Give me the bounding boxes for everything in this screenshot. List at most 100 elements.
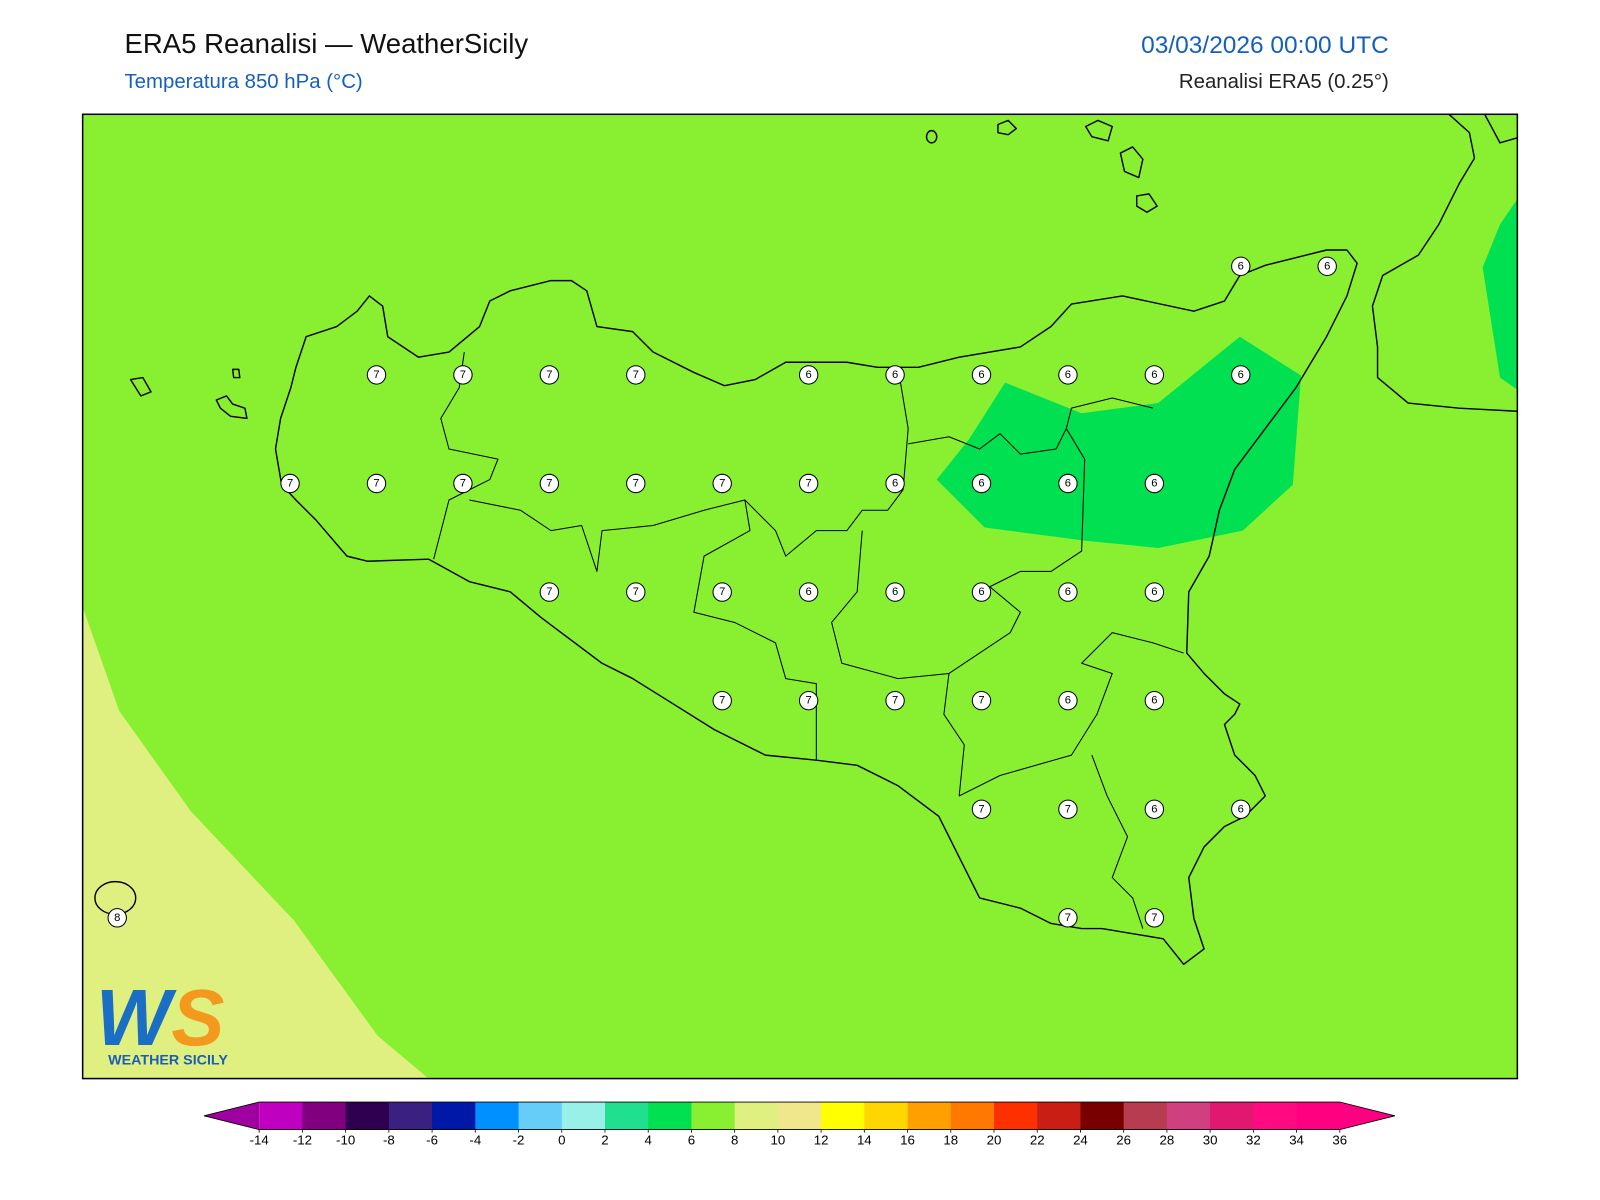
colorbar-tick-label: 20 (987, 1132, 1002, 1147)
station-marker (971, 799, 992, 819)
station-value: 7 (978, 695, 984, 707)
colorbar-box (1037, 1102, 1081, 1130)
station-value: 6 (978, 586, 984, 598)
station-value: 7 (633, 477, 639, 489)
station-marker (366, 365, 387, 385)
sicily-coast (274, 249, 1358, 965)
colorbar-box (907, 1102, 952, 1130)
colorbar-tick-label: 4 (645, 1132, 652, 1147)
colorbar-tick-label: 30 (1203, 1132, 1218, 1147)
colorbar-tick-label: 16 (900, 1132, 915, 1147)
colorbar-tick-label: 32 (1246, 1132, 1261, 1147)
station-value: 6 (978, 369, 984, 381)
province-border (943, 632, 1184, 797)
station-value: 6 (1065, 477, 1071, 489)
station-marker (1317, 256, 1337, 277)
station-value: 7 (806, 477, 812, 489)
station-value: 6 (1238, 803, 1244, 815)
station-value: 7 (460, 477, 466, 489)
colorbar-box (432, 1102, 476, 1130)
colorbar-box (864, 1102, 909, 1130)
station-value: 7 (633, 586, 639, 598)
province-border (908, 428, 1067, 455)
station-value: 7 (373, 369, 379, 381)
map-frame (81, 113, 1519, 1080)
colorbar-box (604, 1102, 649, 1130)
station-value: 6 (892, 477, 898, 489)
station-value: 8 (114, 912, 120, 924)
station-value: 6 (1151, 803, 1157, 815)
station-marker (1144, 582, 1165, 602)
station-value: 7 (719, 695, 725, 707)
station-marker (539, 582, 560, 602)
station-value: 6 (978, 477, 984, 489)
station-marker (798, 690, 819, 711)
colorbar-tick-label: 22 (1030, 1132, 1045, 1147)
colorbar-box (388, 1102, 433, 1130)
colorbar-under (204, 1102, 260, 1130)
colorbar-box (561, 1102, 606, 1130)
station-marker (539, 473, 560, 494)
colorbar-tick-label: -2 (513, 1132, 525, 1147)
station-value: 6 (1151, 477, 1157, 489)
source: Reanalisi ERA5 (0.25°) (1179, 71, 1389, 93)
station-marker (1231, 799, 1251, 819)
colorbar-tick-label: -6 (426, 1132, 438, 1147)
station-marker (1058, 582, 1078, 602)
station-marker (1058, 799, 1078, 819)
station-value: 6 (1151, 695, 1157, 707)
colorbar-tick-label: 36 (1332, 1132, 1347, 1147)
field-8-10 (82, 607, 429, 1079)
province-border (693, 499, 817, 761)
colorbar-box (1296, 1102, 1341, 1130)
station-marker (1144, 908, 1165, 928)
station-marker (366, 473, 387, 494)
colorbar-tick-label: -10 (336, 1132, 355, 1147)
colorbar-tick-label: 6 (688, 1132, 695, 1147)
station-marker (453, 473, 473, 494)
station-value: 6 (892, 586, 898, 598)
field-4-6 (936, 336, 1302, 548)
station-value: 7 (373, 477, 379, 489)
station-marker (280, 473, 300, 494)
station-value: 6 (1151, 586, 1157, 598)
colorbar-tick-label: 2 (601, 1132, 608, 1147)
station-marker (885, 690, 905, 711)
colorbar-box (1080, 1102, 1125, 1130)
station-value: 7 (892, 695, 898, 707)
calabria-coast (1484, 114, 1518, 144)
field-4-6 (1482, 198, 1518, 390)
station-value: 6 (1238, 260, 1244, 272)
station-marker (1144, 799, 1165, 819)
colorbar-box (1253, 1102, 1298, 1130)
colorbar-tick-label: 18 (943, 1132, 958, 1147)
colorbar-tick-label: -4 (469, 1132, 481, 1147)
station-value: 7 (633, 369, 639, 381)
valid-time: 03/03/2026 00:00 UTC (1141, 32, 1389, 59)
colorbar-tick-label: 26 (1116, 1132, 1131, 1147)
station-marker (712, 473, 732, 494)
colorbar-box (777, 1102, 822, 1130)
station-marker (626, 473, 646, 494)
station-marker (971, 365, 992, 385)
station-marker (971, 473, 992, 494)
colorbar-tick-label: 8 (731, 1132, 738, 1147)
colorbar-box (1166, 1102, 1211, 1130)
subtitle: Temperatura 850 hPa (°C) (124, 71, 362, 93)
station-marker (885, 582, 905, 602)
colorbar-box (821, 1102, 865, 1130)
colorbar-tick-label: -8 (383, 1132, 395, 1147)
station-value: 6 (1238, 369, 1244, 381)
station-value: 6 (1324, 260, 1330, 272)
colorbar-box (518, 1102, 563, 1130)
colorbar-over (1339, 1102, 1395, 1130)
station-value: 7 (719, 586, 725, 598)
colorbar-box (302, 1102, 347, 1130)
map: 6 6 7 7 7 7 6 6 6 6 6 6 7 7 7 7 7 7 7 6 6 6 6 7 7 7 6 6 6 6 6 7 7 7 7 6 6 7 7 6… (82, 114, 1518, 1079)
station-marker (626, 582, 646, 602)
egadi-islands (129, 368, 248, 420)
logo-letter: W (96, 973, 177, 1062)
station-value: 6 (1065, 586, 1071, 598)
station-value: 7 (1065, 803, 1071, 815)
